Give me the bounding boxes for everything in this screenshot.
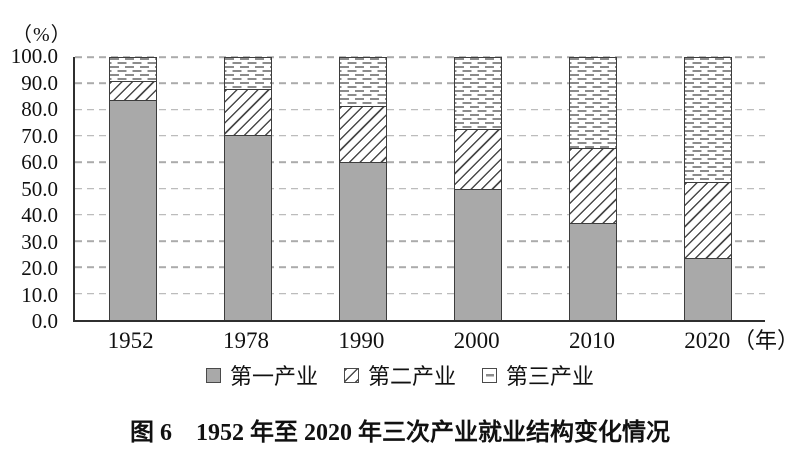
chart-title: 图 6 1952 年至 2020 年三次产业就业结构变化情况 [130, 420, 670, 446]
y-tick-label-30.0: 30.0 [21, 229, 58, 254]
x-axis-unit-suffix: （年） [733, 328, 800, 353]
gridline-20.0 [75, 266, 765, 269]
y-tick-label-0.0: 0.0 [31, 309, 58, 334]
bar-segment-primary-industry-2010 [568, 223, 617, 320]
gridline-50.0 [75, 187, 765, 190]
legend-marker-primary-industry-icon [205, 367, 221, 383]
x-axis-labels: 1952 1978 1990 2000 2010 2020 （年） [73, 327, 799, 357]
bar-segment-secondary-industry-2010 [568, 148, 617, 224]
legend-marker-secondary-industry-icon [343, 367, 359, 383]
legend-item-secondary-industry: 第二产业 [343, 359, 456, 391]
y-tick-label-20.0: 20.0 [21, 256, 58, 281]
x-axis-label-1952: 1952 [107, 328, 154, 353]
bar-column-1952 [108, 57, 157, 320]
bars-container [75, 57, 765, 320]
y-axis-unit-label: （%） [12, 24, 72, 46]
bar-segment-tertiary-industry-2000 [453, 57, 502, 130]
bar-segment-secondary-industry-1990 [338, 105, 387, 162]
x-axis-label-2010: 2010 [568, 328, 615, 353]
plot-area [73, 56, 765, 322]
bar-segment-tertiary-industry-1952 [108, 57, 157, 81]
bar-segment-primary-industry-1952 [108, 100, 157, 320]
y-axis-tick-labels: 100.0 90.0 80.0 70.0 60.0 50.0 40.0 30.0 20.0 10.… [0, 46, 66, 332]
gridline-30.0 [75, 240, 765, 242]
bar-segment-tertiary-industry-2020 [683, 57, 732, 183]
y-tick-label-50.0: 50.0 [21, 176, 58, 201]
x-axis-label-1990: 1990 [338, 328, 385, 353]
y-tick-label-70.0: 70.0 [21, 123, 58, 148]
bar-column-2010 [568, 57, 617, 320]
gridline-70.0 [75, 135, 765, 137]
bar-column-1990 [338, 57, 387, 320]
gridline-60.0 [75, 161, 765, 163]
legend-label-tertiary-industry: 第三产业 [506, 364, 595, 389]
x-axis-label-2020: 2020 [684, 328, 731, 353]
bar-segment-tertiary-industry-2010 [568, 57, 617, 149]
legend-label-primary-industry: 第一产业 [229, 364, 318, 389]
gridline-90.0 [75, 82, 765, 85]
legend-label-secondary-industry: 第二产业 [367, 364, 456, 389]
bar-segment-tertiary-industry-1990 [338, 57, 387, 106]
gridlines [75, 56, 765, 320]
gridline-100.0 [75, 56, 765, 58]
bar-column-2000 [453, 57, 502, 320]
gridline-80.0 [75, 108, 765, 111]
bar-segment-primary-industry-2000 [453, 188, 502, 320]
bar-segment-secondary-industry-2000 [453, 129, 502, 189]
bar-column-2020 [683, 57, 732, 320]
legend-item-tertiary-industry: 第三产业 [482, 359, 594, 391]
y-tick-label-10.0: 10.0 [21, 282, 58, 307]
bar-segment-secondary-industry-1952 [108, 80, 157, 101]
bar-segment-primary-industry-2020 [683, 257, 732, 320]
bar-column-1978 [223, 57, 272, 320]
bar-segment-primary-industry-1990 [338, 161, 387, 320]
legend: 第一产业 第二产业 第三产业 [0, 358, 800, 392]
y-tick-label-60.0: 60.0 [21, 150, 58, 175]
bar-segment-secondary-industry-2020 [683, 182, 732, 258]
x-axis-label-1978: 1978 [222, 328, 269, 353]
legend-item-primary-industry: 第一产业 [205, 359, 318, 391]
y-tick-label-80.0: 80.0 [21, 97, 58, 122]
bar-segment-tertiary-industry-1978 [223, 57, 272, 90]
bar-segment-secondary-industry-1978 [223, 89, 272, 135]
x-axis-label-2000: 2000 [453, 328, 500, 353]
y-tick-label-90.0: 90.0 [21, 70, 58, 95]
legend-marker-tertiary-industry-icon [482, 367, 497, 383]
y-tick-label-40.0: 40.0 [21, 203, 58, 228]
gridline-10.0 [75, 292, 765, 295]
gridline-40.0 [75, 214, 765, 216]
y-tick-label-100.0: 100.0 [10, 44, 58, 69]
bar-segment-primary-industry-1978 [223, 134, 272, 320]
